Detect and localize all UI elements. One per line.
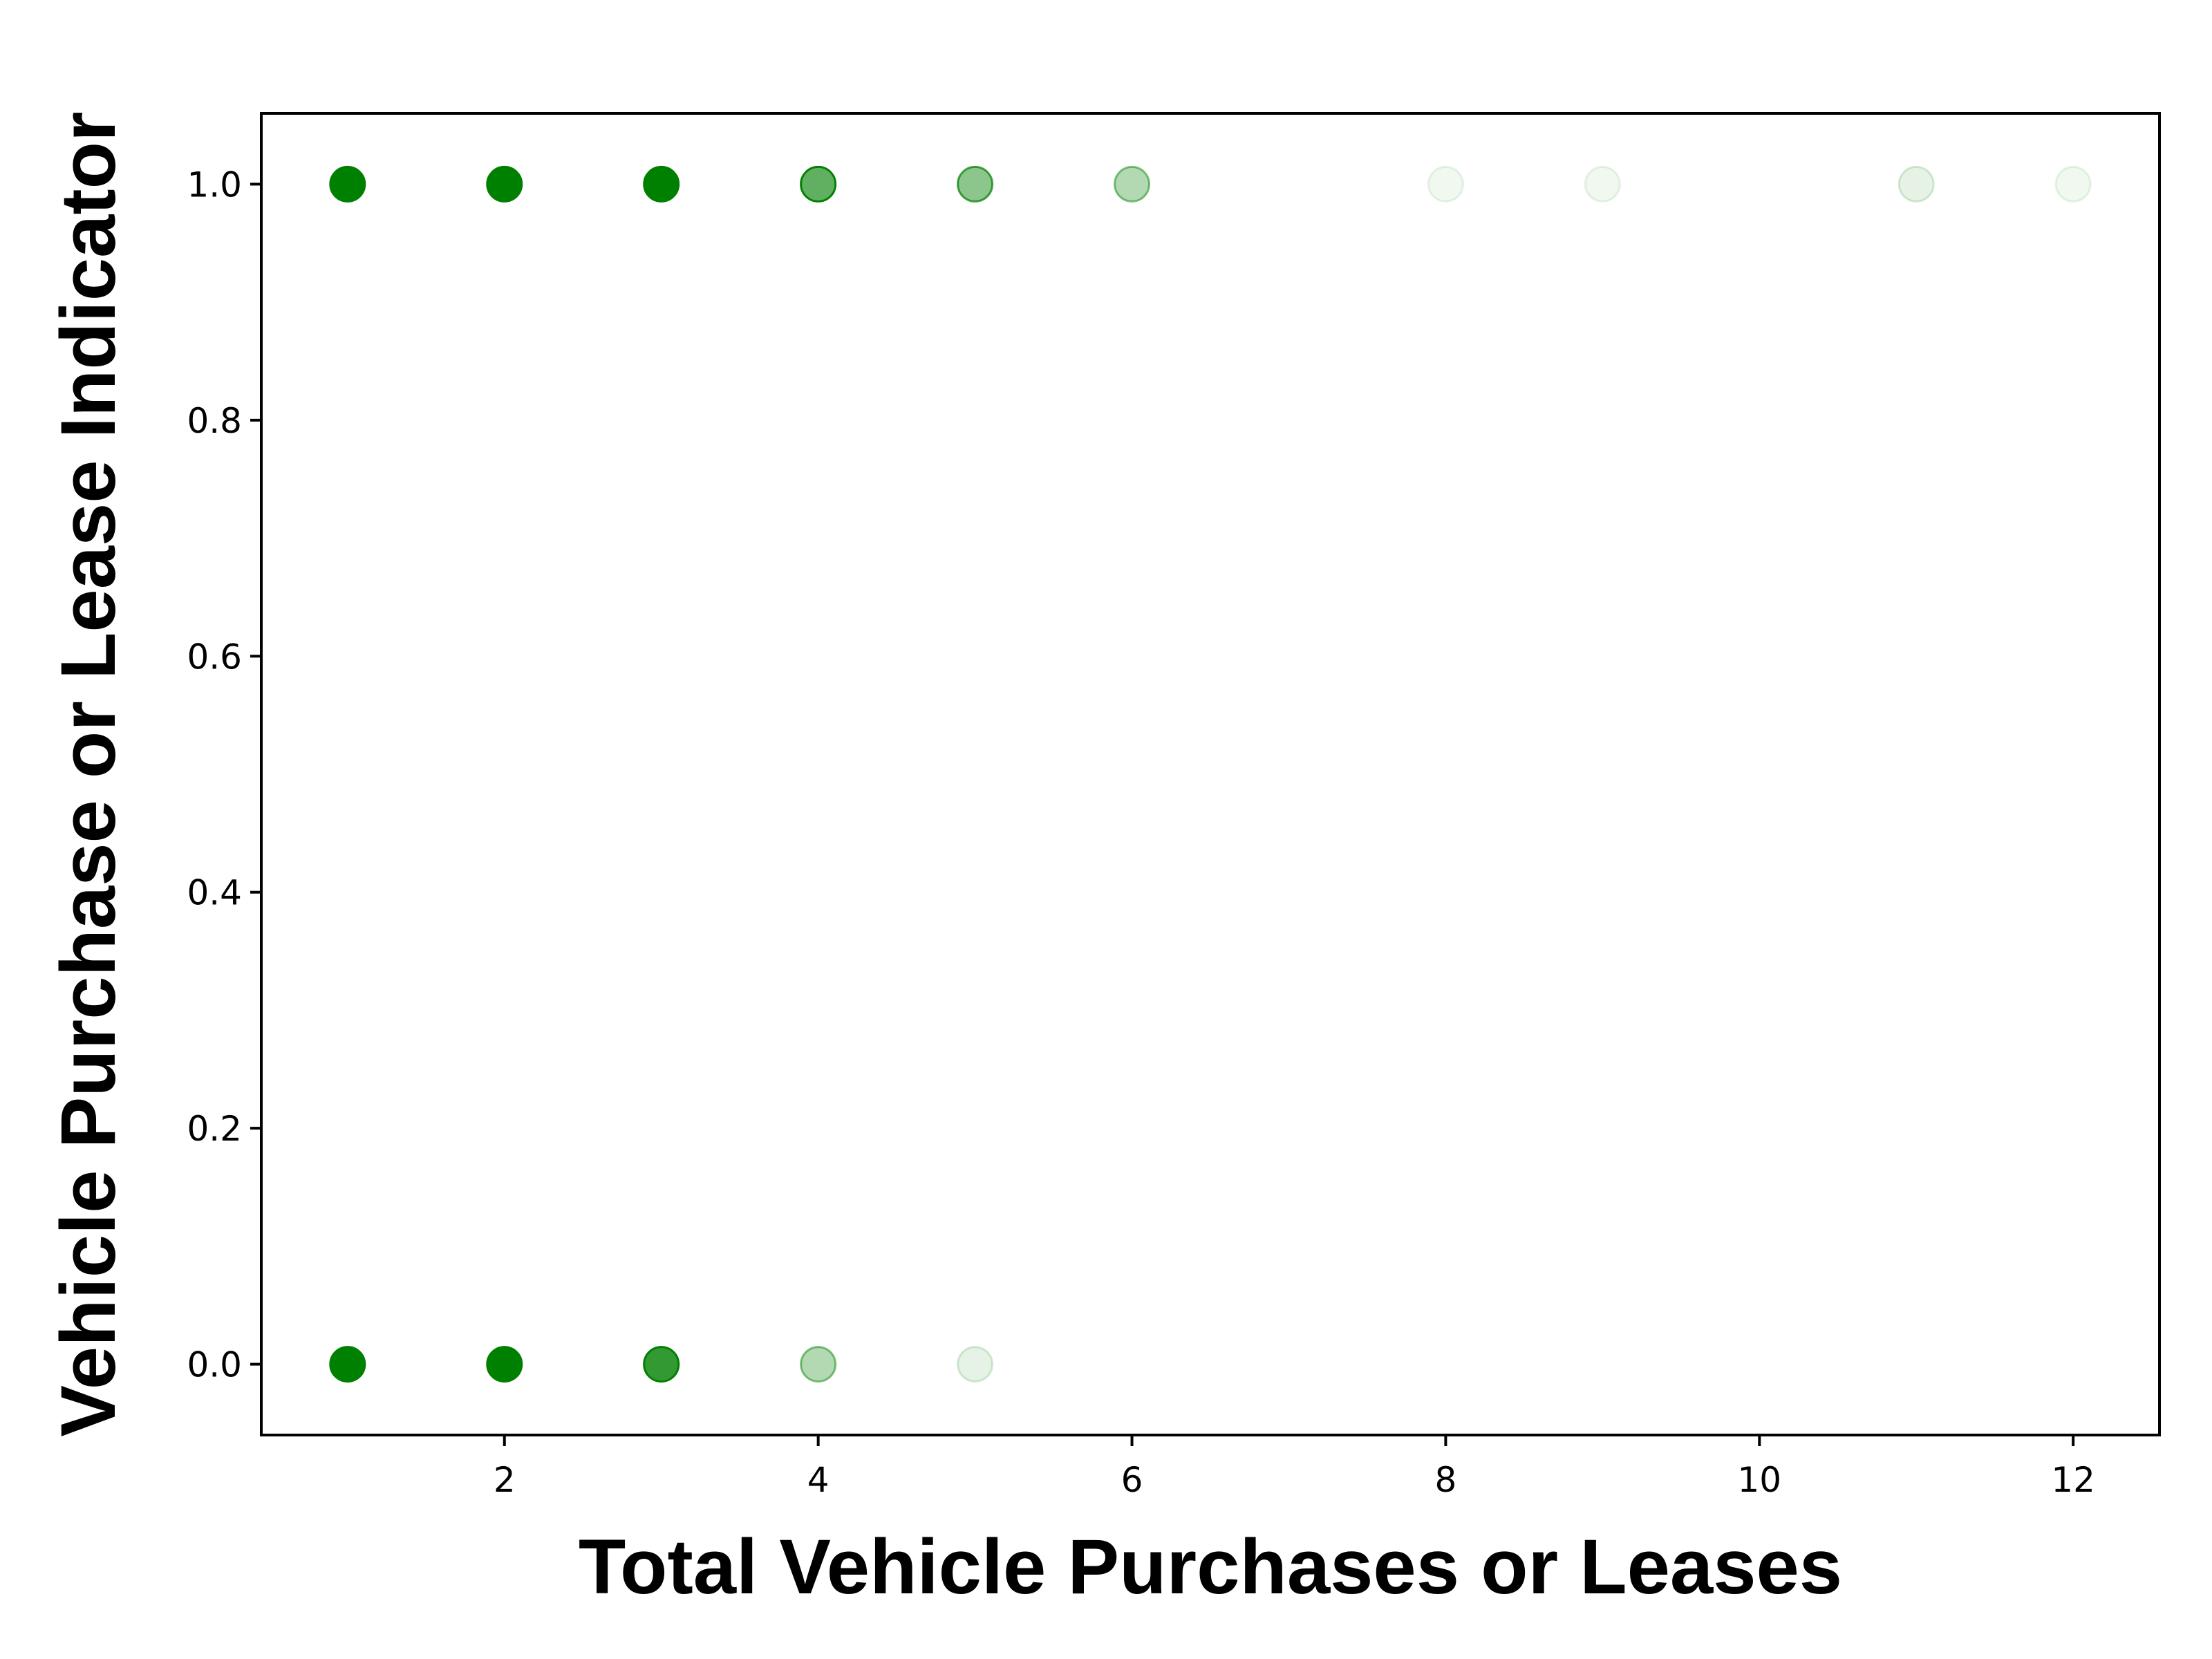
x-tick-label: 2 <box>494 1460 516 1500</box>
y-axis: 0.0 0.2 0.4 0.6 0.8 1.0 <box>187 165 261 1385</box>
x-axis-title: Total Vehicle Purchases or Leases <box>579 1524 1842 1610</box>
data-point-5 <box>1114 165 1151 203</box>
data-point-14 <box>957 1346 994 1383</box>
x-tick-label: 4 <box>807 1460 830 1500</box>
data-point-11 <box>486 1346 523 1383</box>
y-tick-label: 0.6 <box>187 637 242 677</box>
data-point-10 <box>329 1346 366 1383</box>
y-tick-label: 0.0 <box>187 1345 242 1385</box>
data-point-2 <box>643 165 680 203</box>
y-tick-label: 0.4 <box>187 873 242 913</box>
data-point-9 <box>2054 165 2092 203</box>
data-point-1 <box>486 165 523 203</box>
x-tick-label: 6 <box>1121 1460 1143 1500</box>
data-point-12 <box>643 1346 680 1383</box>
data-point-8 <box>1897 165 1935 203</box>
x-tick-label: 10 <box>1737 1460 1781 1500</box>
data-point-7 <box>1584 165 1621 203</box>
x-axis: 2 4 6 8 10 12 <box>494 1435 2095 1500</box>
x-tick-label: 8 <box>1435 1460 1457 1500</box>
plot-frame <box>260 112 2161 1436</box>
points-layer <box>329 165 2092 1383</box>
y-tick-label: 0.8 <box>187 401 242 441</box>
y-tick-label: 0.2 <box>187 1109 242 1149</box>
data-point-0 <box>329 165 366 203</box>
data-point-4 <box>957 165 994 203</box>
data-point-13 <box>800 1346 837 1383</box>
data-point-6 <box>1427 165 1464 203</box>
y-tick-label: 1.0 <box>187 165 242 205</box>
x-tick-label: 12 <box>2051 1460 2095 1500</box>
y-axis-title: Vehicle Purchase or Lease Indicator <box>45 111 131 1436</box>
data-point-3 <box>800 165 837 203</box>
